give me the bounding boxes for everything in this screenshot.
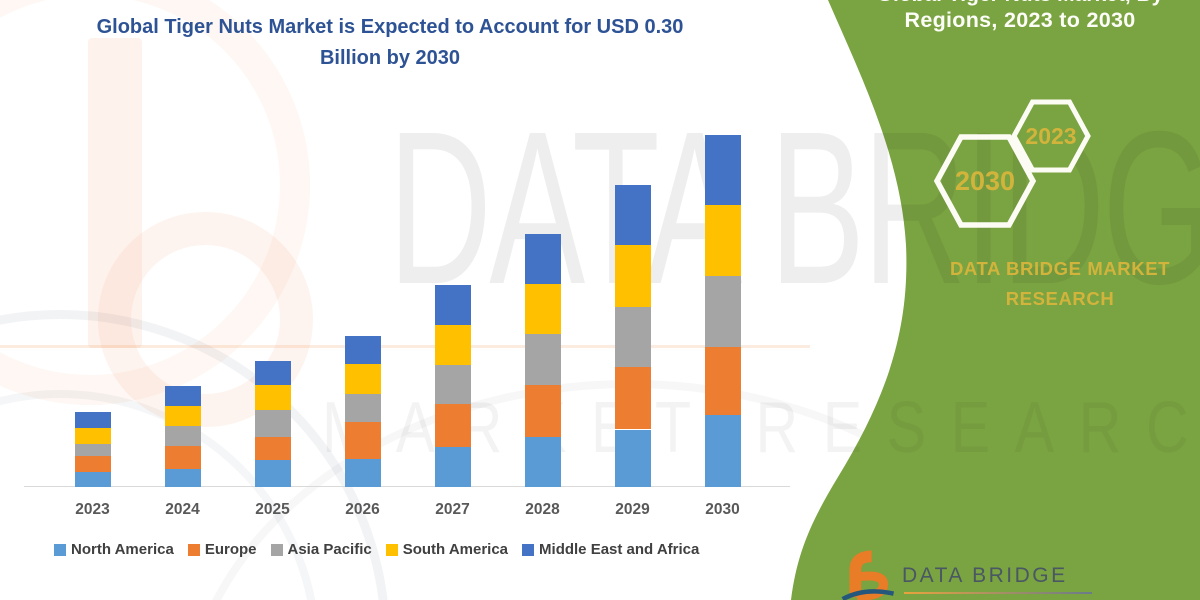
bar-segment-middle-east-and-africa — [344, 335, 381, 364]
legend-item-middle-east-and-africa: Middle East and Africa — [522, 541, 699, 558]
hexagon-2023 — [1011, 99, 1091, 173]
bar-segment-middle-east-and-africa — [164, 386, 201, 407]
bar-segment-south-america — [704, 205, 741, 276]
green-panel-clipped-title: Global Tiger Nuts Market, By — [840, 0, 1200, 7]
bar-segment-middle-east-and-africa — [434, 285, 471, 326]
legend-label: Europe — [204, 541, 257, 558]
x-axis-line — [24, 486, 790, 487]
legend-swatch — [385, 543, 398, 556]
legend-item-south-america: South America — [385, 541, 509, 558]
watermark-accent-line — [0, 345, 810, 348]
bar-segment-europe — [344, 422, 381, 459]
bar-segment-middle-east-and-africa — [74, 411, 111, 429]
bar-segment-north-america — [434, 447, 471, 487]
bar-segment-south-america — [164, 406, 201, 426]
green-panel-heading: Regions, 2023 to 2030 — [904, 8, 1136, 32]
chart-title: Global Tiger Nuts Market is Expected to … — [10, 12, 770, 74]
bar-segment-middle-east-and-africa — [524, 233, 561, 284]
hexagon-2023-label: 2023 — [1025, 123, 1076, 149]
bar-segment-europe — [704, 347, 741, 416]
bar-segment-asia-pacific — [164, 425, 201, 446]
brand-name-line1: DATA BRIDGE MARKET — [949, 258, 1171, 279]
bar-segment-asia-pacific — [524, 334, 561, 385]
x-label-2029: 2029 — [615, 501, 650, 518]
bar-2026 — [344, 0, 381, 600]
footer-logo-rule — [904, 592, 1092, 594]
footer-logo-clipped-line: MARKET RESEARCH — [904, 597, 1109, 600]
forecast-hexagons: 2030 2023 — [933, 99, 1091, 228]
legend-item-asia-pacific: Asia Pacific — [270, 541, 372, 558]
legend-item-europe: Europe — [187, 541, 257, 558]
legend-label: Middle East and Africa — [539, 541, 700, 558]
bar-segment-middle-east-and-africa — [254, 361, 291, 385]
legend-item-north-america: North America — [54, 541, 174, 558]
bar-segment-south-america — [434, 325, 471, 365]
bar-segment-north-america — [344, 458, 381, 487]
legend-swatch — [270, 543, 283, 556]
chart-legend: North America Europe Asia Pacific South Ame… — [54, 541, 699, 558]
hexagon-2030-label: 2030 — [955, 166, 1015, 196]
bar-segment-europe — [434, 403, 471, 448]
bar-segment-south-america — [344, 363, 381, 395]
brand-name-line2: RESEARCH — [1005, 288, 1115, 309]
data-bridge-logo-icon — [841, 550, 895, 600]
bar-segment-middle-east-and-africa — [704, 135, 741, 206]
bar-segment-europe — [164, 445, 201, 470]
bar-segment-south-america — [524, 284, 561, 335]
legend-swatch — [522, 543, 535, 556]
bar-2027 — [434, 0, 471, 600]
x-label-2027: 2027 — [435, 501, 470, 518]
bar-segment-south-america — [254, 384, 291, 410]
bar-segment-north-america — [524, 436, 561, 487]
bar-segment-north-america — [74, 471, 111, 487]
x-label-2024: 2024 — [165, 501, 200, 518]
bar-segment-asia-pacific — [74, 443, 111, 457]
chart-title-line1: Global Tiger Nuts Market is Expected to … — [96, 16, 684, 38]
legend-label: Asia Pacific — [287, 541, 372, 558]
x-label-2028: 2028 — [525, 501, 560, 518]
bar-segment-europe — [614, 367, 651, 430]
bar-segment-europe — [254, 436, 291, 460]
footer-logo-wordmark: DATA BRIDGE — [902, 564, 1068, 587]
bar-2024 — [164, 0, 201, 600]
chart-title-line2: Billion by 2030 — [319, 47, 461, 69]
legend-swatch — [187, 543, 200, 556]
bar-segment-asia-pacific — [614, 307, 651, 368]
bar-segment-north-america — [254, 460, 291, 487]
bar-segment-north-america — [704, 415, 741, 487]
bar-segment-south-america — [74, 428, 111, 444]
bar-2029 — [614, 0, 651, 600]
bar-segment-asia-pacific — [254, 409, 291, 437]
bar-segment-europe — [74, 456, 111, 472]
bar-segment-asia-pacific — [704, 275, 741, 348]
bar-2028 — [524, 0, 561, 600]
hexagon-2030 — [933, 134, 1037, 228]
legend-label: South America — [402, 541, 509, 558]
bar-segment-south-america — [614, 245, 651, 308]
bar-2025 — [254, 0, 291, 600]
bar-segment-asia-pacific — [434, 364, 471, 404]
bar-2023 — [74, 0, 111, 600]
bar-segment-north-america — [164, 469, 201, 487]
x-label-2023: 2023 — [75, 501, 110, 518]
x-label-2025: 2025 — [255, 501, 290, 518]
brand-name-text: DATA BRIDGE MARKET RESEARCH — [920, 254, 1200, 314]
bar-segment-middle-east-and-africa — [614, 185, 651, 246]
bar-segment-north-america — [614, 429, 651, 487]
x-label-2026: 2026 — [345, 501, 380, 518]
bar-segment-asia-pacific — [344, 394, 381, 423]
legend-label: North America — [71, 541, 174, 558]
x-label-2030: 2030 — [705, 501, 740, 518]
bar-2030 — [704, 0, 741, 600]
bar-segment-europe — [524, 384, 561, 437]
legend-swatch — [54, 543, 66, 556]
